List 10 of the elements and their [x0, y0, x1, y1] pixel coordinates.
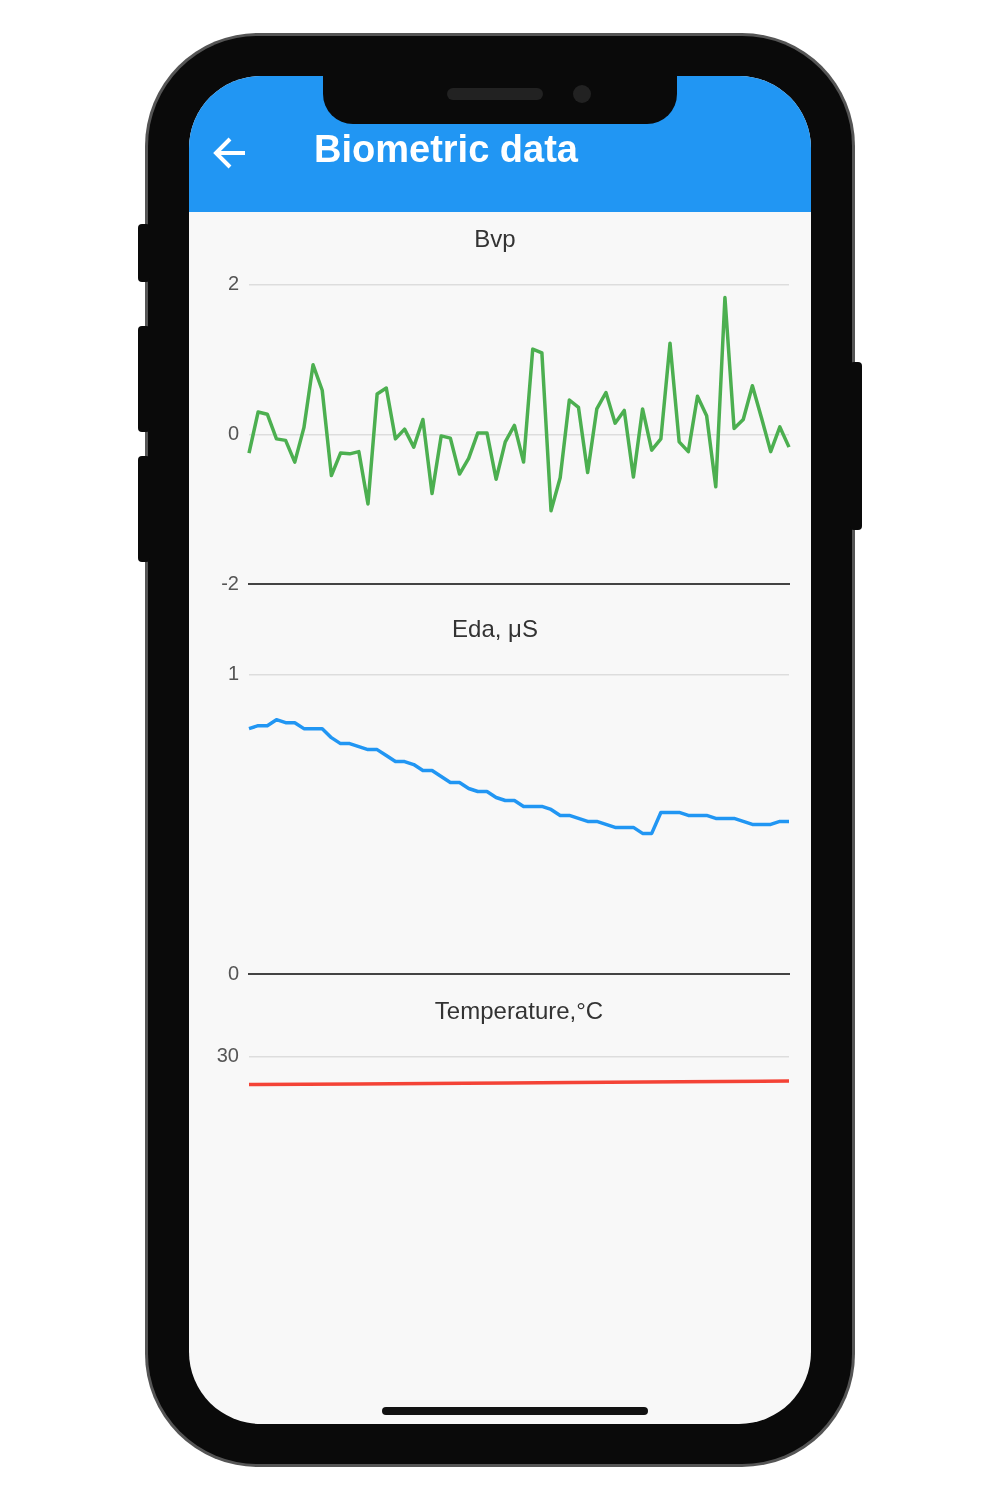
chart-title: Bvp	[474, 225, 516, 253]
y-tick-label: 2	[227, 272, 239, 295]
text: 30	[216, 1044, 239, 1067]
y-tick-label: 0	[227, 421, 239, 444]
y-tick-label: 0	[227, 961, 239, 984]
chart-title: Temperature,°C	[434, 997, 604, 1025]
y-tick-label: -2	[221, 571, 239, 594]
chart-title: Eda, μS	[452, 615, 538, 643]
y-tick-label: 1	[227, 662, 239, 685]
text: Biometric data	[314, 128, 578, 171]
